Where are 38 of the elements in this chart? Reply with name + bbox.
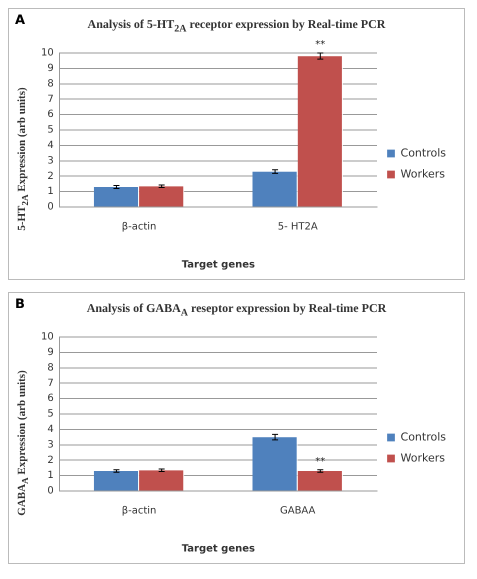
chart-title: Analysis of 5-HT$_{2A}$ receptor expression by Real-time PCR	[88, 17, 386, 34]
y-tick-label: 1	[47, 470, 54, 482]
y-tick-label: 5	[47, 124, 54, 136]
text: B	[15, 297, 25, 312]
y-tick-label: 7	[47, 94, 54, 105]
y-tick-label: 7	[47, 378, 54, 389]
text: A	[15, 13, 26, 28]
y-tick-label: 3	[47, 439, 54, 450]
y-tick-label: 6	[47, 109, 54, 120]
chart-title: Analysis of GABA$_{A}$ reseptor expression by Real-time PCR	[86, 301, 386, 318]
annotation: **	[315, 40, 326, 51]
y-tick-label: 0	[47, 202, 54, 213]
legend-label: Workers	[400, 167, 446, 180]
y-tick-label: 9	[47, 346, 54, 358]
x-axis-title: Target genes	[182, 544, 256, 555]
y-tick-label: 10	[40, 48, 54, 59]
x-tick-label: β-actin	[122, 222, 156, 233]
y-tick-label: 9	[47, 62, 54, 74]
y-tick-label: 3	[47, 155, 54, 166]
legend-label: Controls	[400, 430, 446, 444]
y-tick-label: 0	[47, 486, 54, 497]
legend-label: Controls	[400, 146, 446, 160]
y-tick-label: 5	[47, 408, 54, 420]
y-tick-label: 2	[47, 454, 54, 466]
y-tick-label: 4	[47, 140, 54, 151]
legend-label: Workers	[400, 451, 446, 464]
y-tick-label: 2	[47, 170, 54, 182]
y-tick-label: 10	[40, 332, 54, 343]
y-tick-label: 4	[47, 424, 54, 435]
y-tick-label: 8	[47, 78, 54, 90]
y-tick-label: 1	[47, 186, 54, 198]
y-tick-label: 8	[47, 362, 54, 374]
x-tick-label: β-actin	[122, 506, 156, 517]
y-tick-label: 6	[47, 393, 54, 404]
x-axis-title: Target genes	[182, 260, 256, 271]
x-tick-label: 5- HT2A	[278, 222, 318, 233]
annotation: **	[315, 456, 326, 468]
x-tick-label: GABAA	[280, 506, 316, 517]
